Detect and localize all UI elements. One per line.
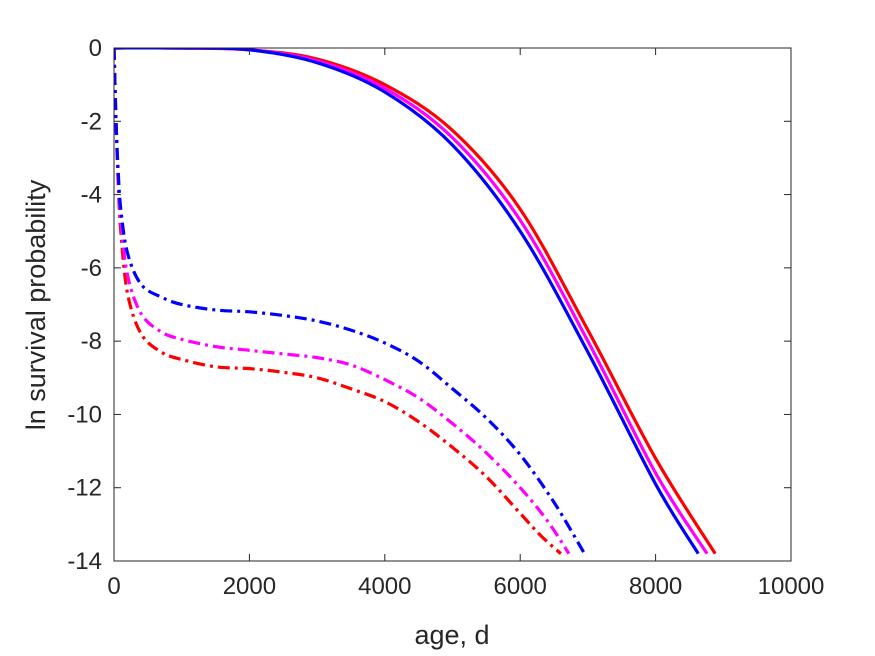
- y-tick-label: -4: [81, 182, 102, 209]
- tick-labels: 0 2000 4000 6000 8000 10000 0 -2 -4 -6 -8 -10 -12 -14: [67, 35, 824, 600]
- x-tick-label: 6000: [494, 573, 547, 600]
- series-line-red-dashdot: [114, 48, 562, 555]
- x-tick-label: 10000: [758, 573, 825, 600]
- x-tick-label: 2000: [223, 573, 276, 600]
- y-tick-label: -10: [67, 401, 102, 428]
- y-axis-label: ln survival probability: [21, 179, 51, 430]
- y-tick-label: -12: [67, 475, 102, 502]
- y-tick-label: -6: [81, 255, 102, 282]
- x-tick-label: 8000: [629, 573, 682, 600]
- y-tick-label: -2: [81, 108, 102, 135]
- series-line-blue-solid: [114, 48, 700, 555]
- x-tick-label: 4000: [358, 573, 411, 600]
- y-tick-label: 0: [89, 35, 102, 62]
- axes: [113, 47, 792, 562]
- series-line-magenta-solid: [114, 48, 709, 555]
- series-line-red-solid: [114, 48, 717, 555]
- plot-lines: [114, 48, 717, 555]
- series-line-magenta-dashdot: [114, 48, 571, 555]
- x-axis-label: age, d: [414, 620, 489, 650]
- y-tick-label: -8: [81, 328, 102, 355]
- y-tick-label: -14: [67, 548, 102, 575]
- series-line-blue-dashdot: [114, 48, 586, 555]
- axes-box: [113, 47, 792, 562]
- x-tick-label: 0: [107, 573, 120, 600]
